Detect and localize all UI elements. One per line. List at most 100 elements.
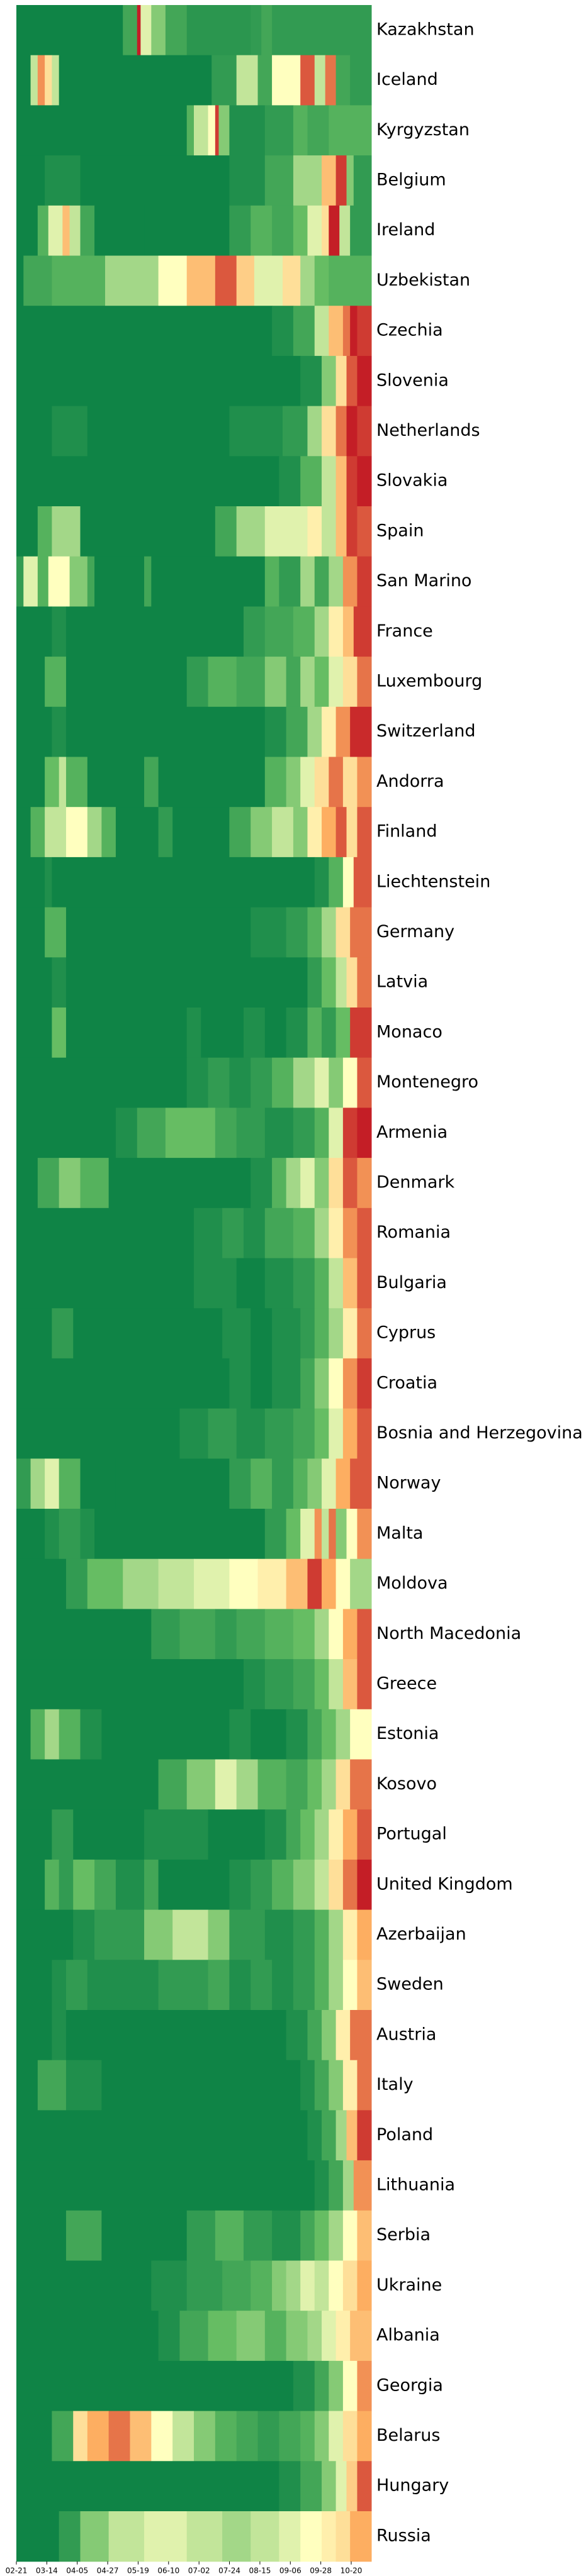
heatmap-cell (16, 706, 52, 758)
heatmap-cell (236, 1759, 259, 1810)
heatmap-cell (300, 2411, 315, 2462)
heatmap-cell (342, 306, 351, 357)
heatmap-cell (329, 1358, 344, 1409)
heatmap-cell (346, 406, 358, 457)
heatmap-row (16, 2060, 372, 2111)
heatmap-cell (300, 255, 315, 306)
heatmap-cell (342, 1408, 358, 1459)
x-tick-label: 09-06 (279, 2567, 301, 2575)
heatmap-cell (101, 1709, 230, 1760)
heatmap-cell (215, 1108, 237, 1158)
heatmap-cell (286, 2010, 308, 2061)
heatmap-cell (59, 1709, 81, 1760)
heatmap-cell (335, 1509, 347, 1560)
heatmap-cell (144, 757, 159, 808)
heatmap-cell (342, 1258, 358, 1309)
heatmap-cell (329, 1258, 344, 1309)
heatmap-cell (272, 1960, 294, 2011)
row-label: Poland (376, 2125, 433, 2145)
heatmap-cell (307, 105, 329, 156)
heatmap-cell (322, 957, 337, 1008)
heatmap-cell (346, 2461, 358, 2512)
heatmap-cell (123, 5, 138, 56)
heatmap-cell (272, 2260, 287, 2311)
heatmap-cell (80, 2511, 110, 2562)
heatmap-row (16, 606, 372, 657)
heatmap-cell (264, 1909, 294, 1960)
heatmap-cell (158, 255, 188, 306)
heatmap-cell (16, 807, 31, 858)
x-tick-label: 06-10 (157, 2567, 179, 2575)
heatmap-cell (45, 55, 52, 106)
row-label: Montenegro (376, 1072, 478, 1092)
heatmap-cell (307, 957, 322, 1008)
heatmap-cell (16, 506, 38, 557)
heatmap-cell (293, 1960, 315, 2011)
heatmap-cell (335, 907, 351, 958)
heatmap-cell (286, 1509, 301, 1560)
heatmap-cell (94, 1909, 145, 1960)
heatmap-row (16, 1909, 372, 1960)
heatmap-cell (329, 657, 344, 708)
heatmap-cell (314, 2060, 329, 2111)
heatmap-cell (357, 1509, 372, 1560)
heatmap-cell (329, 1809, 344, 1860)
heatmap-cell (264, 706, 287, 758)
heatmap-cell (94, 1509, 266, 1560)
heatmap-cell (16, 1609, 152, 1660)
heatmap-cell (264, 1809, 287, 1860)
row-label: Romania (376, 1223, 451, 1242)
x-tick-label: 08-15 (249, 2567, 271, 2575)
heatmap-cell (353, 155, 372, 206)
heatmap-cell (137, 1158, 251, 1209)
heatmap-cell (350, 306, 358, 357)
heatmap-cell (45, 1859, 60, 1911)
heatmap-cell (293, 205, 308, 257)
heatmap-cell (346, 807, 358, 858)
heatmap-cell (329, 1509, 337, 1560)
heatmap-cell (307, 2010, 322, 2061)
heatmap-cell (59, 55, 212, 106)
heatmap-row (16, 2311, 372, 2362)
heatmap-cell (300, 556, 315, 607)
heatmap-cell (286, 1008, 308, 1058)
heatmap-cell (272, 1158, 287, 1209)
heatmap-cell (229, 1960, 251, 2011)
heatmap-cell (329, 1859, 344, 1911)
heatmap-cell (283, 406, 308, 457)
heatmap-cell (264, 506, 308, 557)
row-label: Slovakia (376, 471, 448, 491)
heatmap-cell (65, 2010, 287, 2061)
heatmap-cell (251, 205, 273, 257)
row-label: Greece (376, 1674, 437, 1693)
heatmap-cell (357, 2110, 372, 2161)
heatmap-cell (65, 1008, 188, 1058)
heatmap-row (16, 2360, 372, 2412)
heatmap-cell (322, 456, 337, 507)
heatmap-cell (357, 456, 372, 507)
heatmap-cell (314, 1057, 329, 1108)
x-tick-label: 02-21 (6, 2567, 28, 2575)
heatmap-cell (264, 606, 294, 657)
heatmap-cell (30, 1458, 45, 1509)
heatmap-cell (208, 1408, 237, 1459)
heatmap-cell (314, 306, 329, 357)
heatmap-row (16, 1609, 372, 1660)
row-label: Belgium (376, 170, 446, 189)
heatmap-cell (65, 2210, 102, 2262)
heatmap-cell (215, 1609, 237, 1660)
heatmap-cell (346, 155, 354, 206)
heatmap-cell (179, 1609, 216, 1660)
heatmap-row (16, 1208, 372, 1259)
heatmap-cell (357, 2260, 372, 2311)
heatmap-cell (293, 1909, 315, 1960)
heatmap-cell (293, 306, 315, 357)
heatmap-cell (357, 1308, 372, 1359)
heatmap-cell (108, 1158, 138, 1209)
heatmap-cell (329, 2210, 344, 2262)
heatmap-cell (37, 1158, 60, 1209)
heatmap-row (16, 1158, 372, 1209)
row-label: Estonia (376, 1724, 439, 1743)
heatmap-cell (329, 2160, 344, 2211)
heatmap-cell (73, 2411, 88, 2462)
